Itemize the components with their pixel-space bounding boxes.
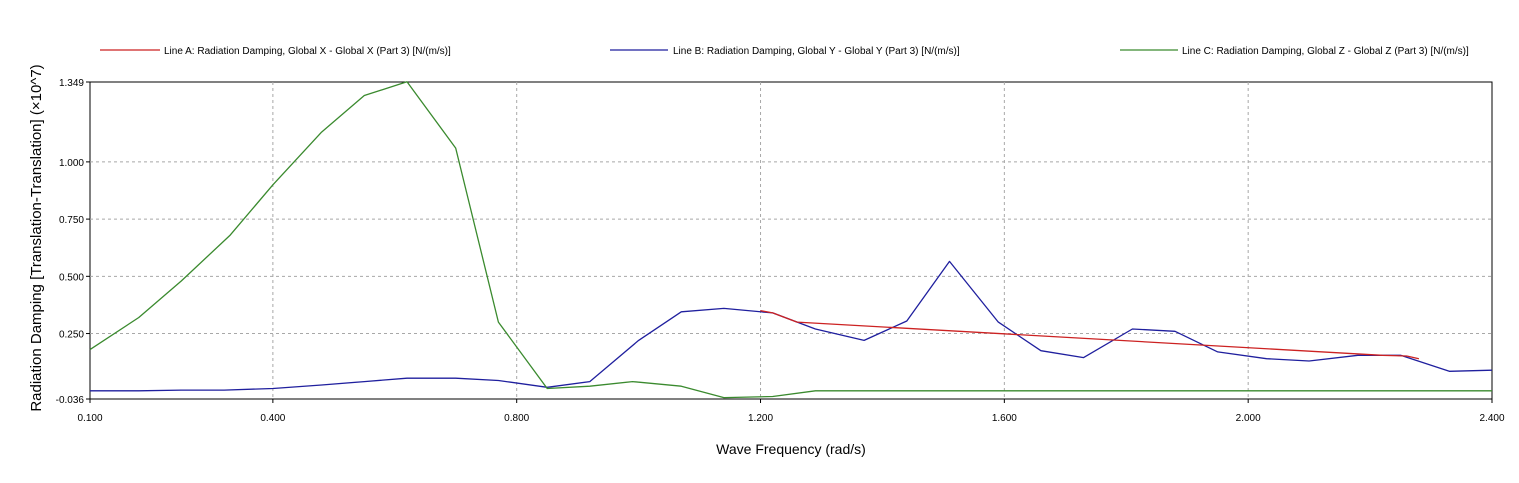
y-tick-label: -0.036 xyxy=(56,395,85,406)
series-line-c xyxy=(89,81,1492,399)
legend-label-a: Line A: Radiation Damping, Global X - Gl… xyxy=(164,46,451,57)
y-axis-ticks: -0.036 0.250 0.500 0.750 1.000 1.349 xyxy=(56,78,90,406)
x-axis-ticks: 0.100 0.400 0.800 1.200 1.600 2.000 2.400 xyxy=(77,399,1505,424)
legend-label-c: Line C: Radiation Damping, Global Z - Gl… xyxy=(1182,46,1469,57)
y-tick-label: 0.750 xyxy=(59,215,84,226)
x-tick-label: 0.100 xyxy=(77,413,102,424)
plot-area xyxy=(89,81,1493,400)
y-tick-label: 0.500 xyxy=(59,272,84,283)
y-axis-title: Radiation Damping [Translation-Translati… xyxy=(28,64,45,411)
x-axis-title: Wave Frequency (rad/s) xyxy=(716,441,866,457)
legend-label-b: Line B: Radiation Damping, Global Y - Gl… xyxy=(673,46,960,57)
x-tick-label: 2.400 xyxy=(1479,413,1504,424)
x-tick-label: 2.000 xyxy=(1236,413,1261,424)
y-tick-label: 1.000 xyxy=(59,158,84,169)
x-tick-label: 1.600 xyxy=(992,413,1017,424)
y-tick-label: 0.250 xyxy=(59,330,84,341)
series-line-a xyxy=(760,310,1420,360)
x-tick-label: 0.400 xyxy=(260,413,285,424)
series-group xyxy=(89,81,1493,399)
x-tick-label: 0.800 xyxy=(504,413,529,424)
x-tick-label: 1.200 xyxy=(748,413,773,424)
legend: Line A: Radiation Damping, Global X - Gl… xyxy=(100,46,1469,57)
y-tick-label: 1.349 xyxy=(59,78,84,89)
